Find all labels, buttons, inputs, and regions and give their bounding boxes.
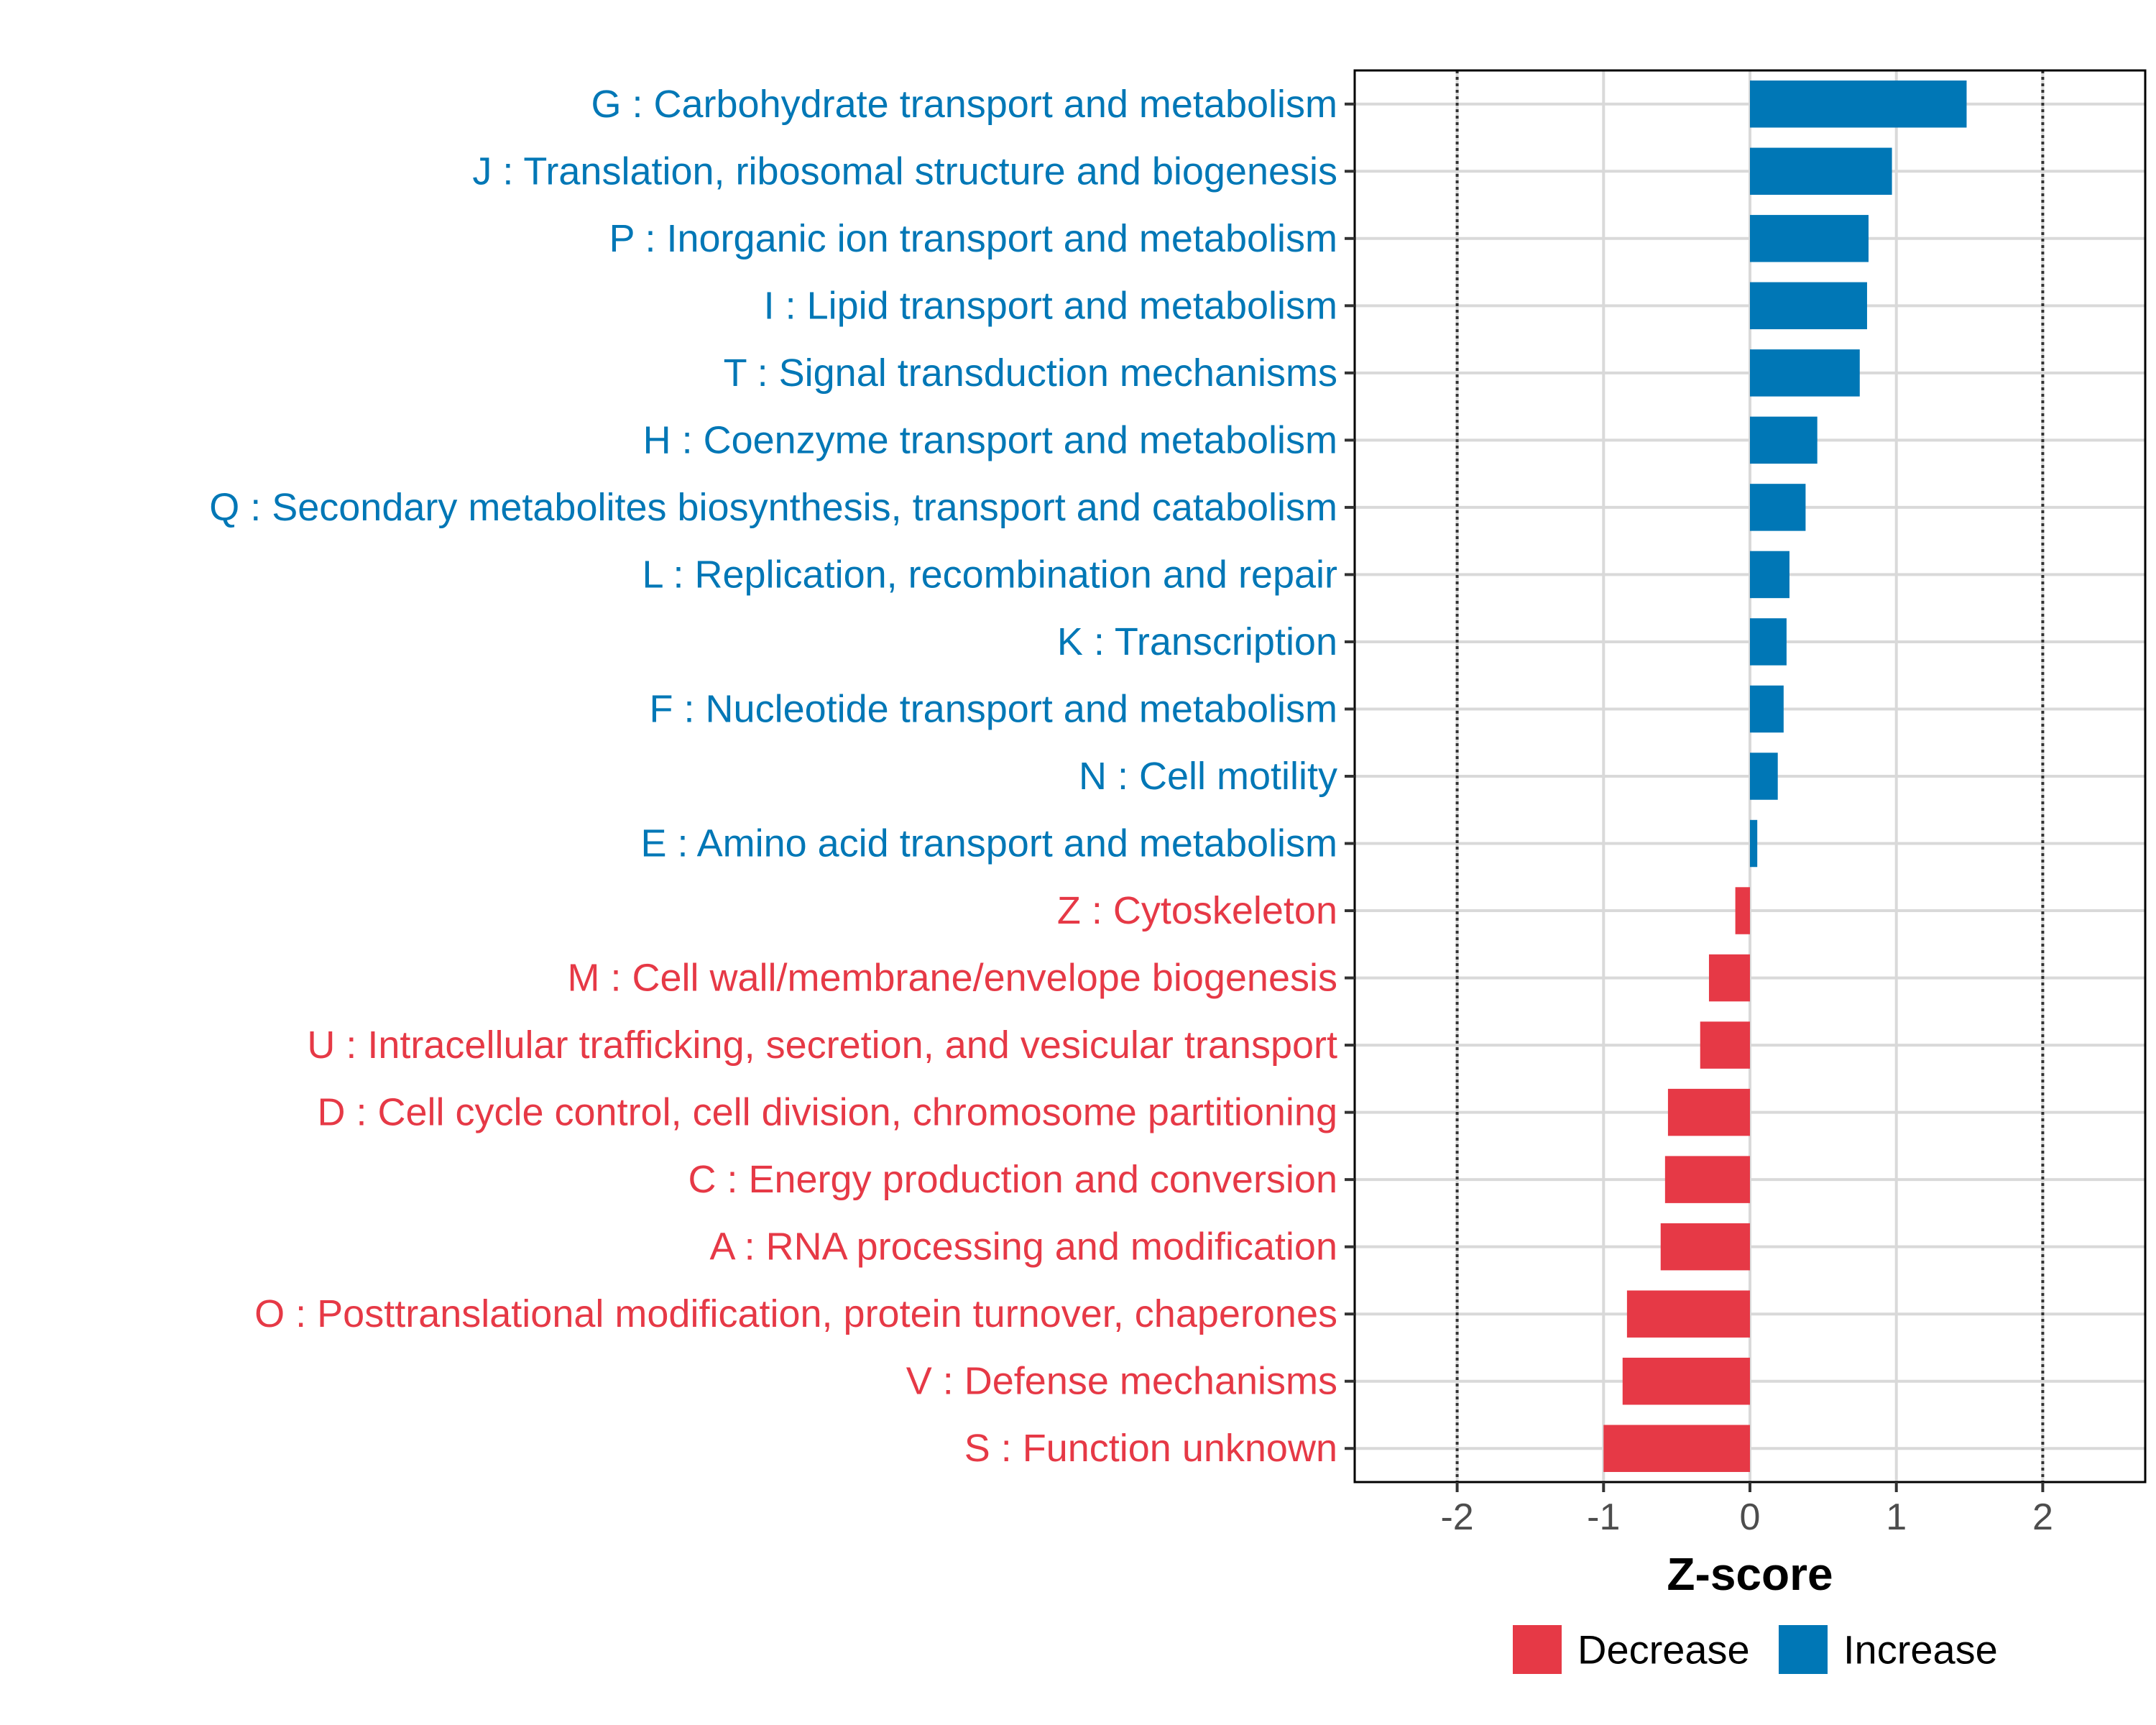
bars-layer: [1603, 80, 1967, 1472]
category-label: N : Cell motility: [1079, 755, 1337, 798]
x-tick-label: 1: [1886, 1496, 1907, 1538]
x-axis-title: Z-score: [1667, 1548, 1833, 1600]
category-label: S : Function unknown: [964, 1427, 1337, 1470]
bar: [1750, 618, 1787, 666]
bar: [1750, 349, 1860, 397]
category-label: O : Posttranslational modification, prot…: [254, 1292, 1337, 1335]
bar: [1750, 416, 1818, 464]
category-label: L : Replication, recombination and repai…: [642, 553, 1337, 596]
category-label: J : Translation, ribosomal structure and…: [472, 150, 1337, 193]
x-tick-label: 2: [2032, 1496, 2053, 1538]
bar: [1667, 1088, 1750, 1136]
category-label: A : RNA processing and modification: [710, 1225, 1337, 1269]
category-label: V : Defense mechanisms: [906, 1360, 1337, 1403]
bar: [1700, 1021, 1750, 1069]
bar: [1750, 753, 1778, 800]
x-tick-label: -1: [1587, 1496, 1620, 1538]
legend-label-increase: Increase: [1843, 1627, 1998, 1673]
category-label: M : Cell wall/membrane/envelope biogenes…: [567, 957, 1337, 1000]
x-ticks: -2 -1 0 1 2: [1440, 1482, 2053, 1538]
bar: [1750, 484, 1806, 531]
category-label: G : Carbohydrate transport and metabolis…: [591, 83, 1338, 126]
category-label: Z : Cytoskeleton: [1057, 889, 1337, 932]
y-ticks: [1345, 102, 1355, 1450]
category-label: P : Inorganic ion transport and metaboli…: [609, 217, 1337, 260]
bar: [1750, 80, 1967, 128]
legend: Decrease Increase: [1513, 1625, 1998, 1674]
category-label: D : Cell cycle control, cell division, c…: [317, 1091, 1337, 1134]
bar: [1622, 1357, 1750, 1405]
bar: [1660, 1223, 1750, 1271]
bar: [1750, 685, 1784, 733]
bar: [1664, 1156, 1750, 1203]
legend-swatch-increase: [1779, 1625, 1828, 1674]
category-labels: G : Carbohydrate transport and metabolis…: [209, 83, 1337, 1470]
reference-lines: [1455, 70, 2045, 1482]
legend-swatch-decrease: [1513, 1625, 1562, 1674]
bar: [1603, 1425, 1750, 1472]
category-label: F : Nucleotide transport and metabolism: [650, 687, 1337, 730]
bar: [1708, 954, 1750, 1002]
category-label: E : Amino acid transport and metabolism: [641, 822, 1337, 865]
category-label: K : Transcription: [1057, 620, 1337, 663]
legend-label-decrease: Decrease: [1577, 1627, 1750, 1673]
category-label: I : Lipid transport and metabolism: [764, 284, 1337, 327]
x-tick-label: -2: [1440, 1496, 1473, 1538]
bar: [1750, 147, 1892, 196]
category-label: H : Coenzyme transport and metabolism: [643, 418, 1337, 461]
category-label: T : Signal transduction mechanisms: [724, 351, 1337, 395]
x-tick-label: 0: [1740, 1496, 1761, 1538]
bar: [1750, 282, 1867, 330]
bar: [1735, 887, 1750, 934]
bar: [1626, 1290, 1750, 1338]
bar: [1750, 819, 1758, 868]
category-label: U : Intracellular trafficking, secretion…: [307, 1024, 1337, 1067]
bar: [1750, 551, 1789, 599]
category-label: C : Energy production and conversion: [688, 1158, 1337, 1201]
bar: [1750, 215, 1869, 262]
category-label: Q : Secondary metabolites biosynthesis, …: [209, 486, 1337, 529]
